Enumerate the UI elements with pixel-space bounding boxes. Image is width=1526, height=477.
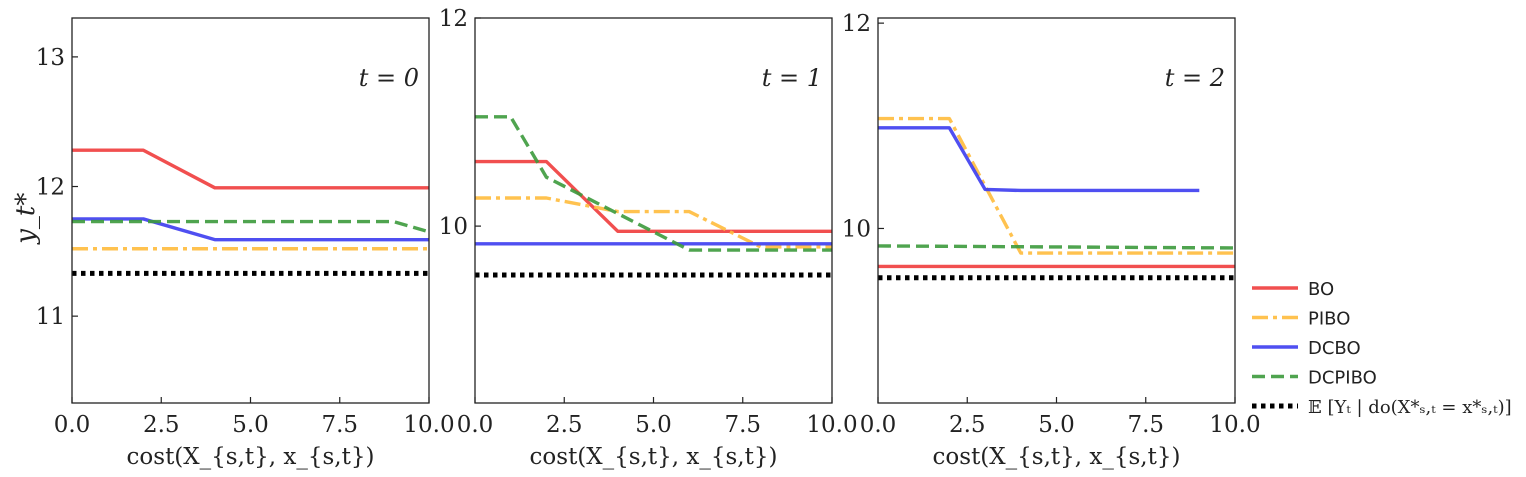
y-tick-label: 12 [36, 175, 65, 201]
panel-time-label: t = 2 [1165, 64, 1225, 92]
x-tick-label: 2.5 [546, 412, 583, 438]
series-line-pibo [475, 196, 832, 249]
x-tick-label: 5.0 [232, 412, 269, 438]
y-tick-label: 13 [36, 45, 65, 71]
y-tick-label: 12 [842, 11, 871, 37]
series-line-bo [72, 148, 429, 190]
series-line-pibo [878, 116, 1235, 255]
x-tick-label: 0.0 [457, 412, 494, 438]
x-axis-label: cost(X_{s,t}, x_{s,t}) [127, 444, 375, 470]
series-line-bo [475, 159, 832, 234]
panel-time-label: t = 0 [359, 64, 419, 92]
legend: BO PIBO DCBO DCPIBO 𝔼 [Yₜ | do(X*ₛ,ₜ = x*ₛ,ₜ… [1252, 279, 1512, 418]
series-line-dcpibo [475, 115, 832, 252]
legend-label: DCBO [1308, 338, 1361, 359]
series-line-dcbo [878, 126, 1200, 193]
series-line-dcpibo [72, 219, 429, 234]
x-tick-label: 0.0 [860, 412, 897, 438]
y-tick-label: 10 [842, 216, 871, 242]
x-tick-label: 7.5 [1127, 412, 1164, 438]
legend-label: PIBO [1308, 309, 1350, 330]
x-tick-label: 10.0 [806, 412, 857, 438]
legend-label: BO [1308, 279, 1334, 300]
panel-time-label: t = 1 [762, 64, 822, 92]
series-line-dcbo [72, 217, 429, 242]
legend-label: 𝔼 [Yₜ | do(X*ₛ,ₜ = x*ₛ,ₜ)] [1308, 397, 1512, 418]
x-tick-label: 5.0 [635, 412, 672, 438]
y-tick-label: 11 [36, 304, 65, 330]
x-tick-label: 7.5 [724, 412, 761, 438]
y-tick-label: 12 [439, 6, 468, 32]
y-axis-label: y_t* [11, 193, 41, 245]
y-tick-label: 10 [439, 214, 468, 240]
chart-panel-2: 0.0 2.5 5.0 7.5 10.0 10 12 t = 2 cost(X_{s,t}, x… [842, 11, 1261, 470]
x-tick-label: 2.5 [143, 412, 180, 438]
x-axis-label: cost(X_{s,t}, x_{s,t}) [933, 444, 1181, 470]
chart-panel-0: 0.0 2.5 5.0 7.5 10.0 11 12 13 t = 0 cost(X_{s,t},… [11, 17, 455, 470]
chart-panel-1: 0.0 2.5 5.0 7.5 10.0 10 12 t = 1 cost(X_{s,t}, x… [439, 6, 858, 470]
x-tick-label: 0.0 [54, 412, 91, 438]
legend-label: DCPIBO [1308, 368, 1377, 389]
x-tick-label: 2.5 [949, 412, 986, 438]
series-line-dcpibo [878, 244, 1235, 250]
x-axis-label: cost(X_{s,t}, x_{s,t}) [530, 444, 778, 470]
x-tick-label: 7.5 [321, 412, 358, 438]
x-tick-label: 10.0 [1209, 412, 1260, 438]
x-tick-label: 5.0 [1038, 412, 1075, 438]
x-tick-label: 10.0 [403, 412, 454, 438]
